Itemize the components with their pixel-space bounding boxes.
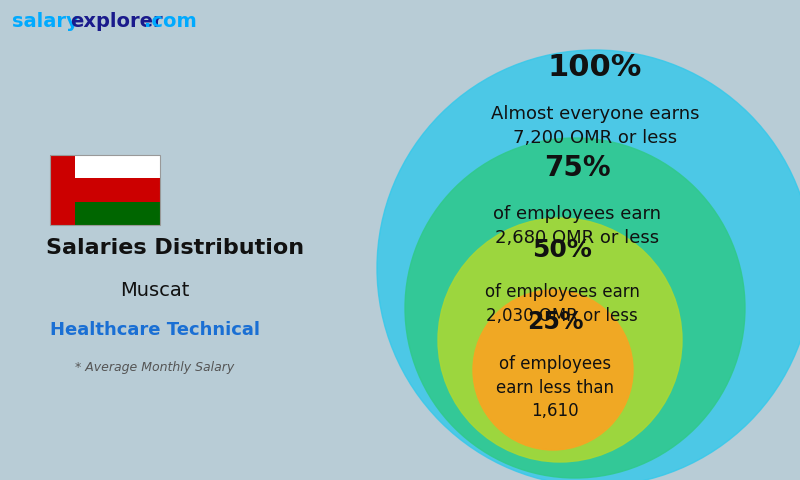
- Circle shape: [377, 50, 800, 480]
- Text: 75%: 75%: [544, 154, 610, 182]
- Text: of employees earn
2,030 OMR or less: of employees earn 2,030 OMR or less: [485, 283, 639, 324]
- Text: 100%: 100%: [548, 53, 642, 83]
- Text: explorer: explorer: [70, 12, 162, 31]
- Text: Almost everyone earns
7,200 OMR or less: Almost everyone earns 7,200 OMR or less: [490, 105, 699, 146]
- Text: .com: .com: [144, 12, 197, 31]
- Bar: [50, 178, 160, 202]
- Bar: [50, 155, 75, 225]
- Text: of employees earn
2,680 OMR or less: of employees earn 2,680 OMR or less: [493, 205, 661, 247]
- Text: * Average Monthly Salary: * Average Monthly Salary: [75, 361, 234, 374]
- Circle shape: [473, 290, 633, 450]
- Circle shape: [405, 138, 745, 478]
- Text: 50%: 50%: [532, 238, 592, 262]
- Text: Muscat: Muscat: [120, 280, 190, 300]
- Bar: [50, 155, 160, 225]
- Text: salary: salary: [12, 12, 78, 31]
- Circle shape: [438, 218, 682, 462]
- Text: of employees
earn less than
1,610: of employees earn less than 1,610: [496, 355, 614, 420]
- Bar: [50, 202, 160, 225]
- Text: 25%: 25%: [526, 310, 583, 334]
- Text: Healthcare Technical: Healthcare Technical: [50, 321, 260, 339]
- Text: Salaries Distribution: Salaries Distribution: [46, 238, 304, 258]
- Bar: [50, 155, 160, 178]
